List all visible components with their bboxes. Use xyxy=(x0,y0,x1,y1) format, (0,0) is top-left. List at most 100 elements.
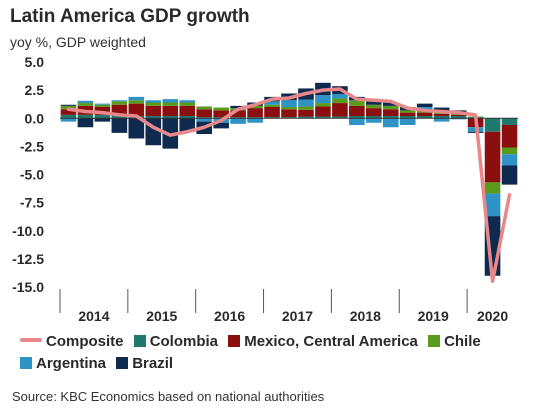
bar-argentina xyxy=(366,118,382,123)
bar-chile xyxy=(315,103,331,107)
legend-label-colombia: Colombia xyxy=(149,333,219,350)
legend-swatch-colombia xyxy=(133,335,146,347)
bar-brazil xyxy=(94,118,111,122)
bar-colombia xyxy=(501,118,518,125)
bar-chile xyxy=(484,182,501,194)
bar-argentina xyxy=(196,118,212,122)
legend-label-composite: Composite xyxy=(46,333,124,350)
bar-mexico xyxy=(433,113,450,116)
source-note: Source: KBC Economics based on national … xyxy=(12,389,325,404)
bar-brazil xyxy=(501,165,518,185)
bar-mexico xyxy=(264,107,280,118)
bar-chile xyxy=(213,107,229,111)
bar-brazil xyxy=(467,131,484,133)
bar-argentina xyxy=(349,118,365,125)
bar-colombia xyxy=(332,116,348,119)
bar-argentina xyxy=(77,100,94,104)
y-tick-label: -5.0 xyxy=(20,167,44,183)
bar-brazil xyxy=(128,118,145,139)
bar-chile xyxy=(77,103,94,106)
bar-colombia xyxy=(264,117,280,119)
bar-argentina xyxy=(315,95,331,104)
composite-line xyxy=(66,87,512,284)
legend-item-colombia: Colombia xyxy=(133,331,219,353)
chart-title: Latin America GDP growth xyxy=(10,6,250,27)
bar-argentina xyxy=(450,118,467,120)
legend-swatch-argentina xyxy=(20,357,32,369)
legend-item-argentina: Argentina xyxy=(20,353,106,375)
x-year-label: 2018 xyxy=(350,308,381,324)
bar-mexico xyxy=(128,103,145,117)
legend-label-chile: Chile xyxy=(444,333,481,350)
bar-colombia xyxy=(213,117,229,119)
bar-brazil xyxy=(60,104,77,106)
bar-argentina xyxy=(281,100,297,107)
bar-brazil xyxy=(416,103,433,108)
bar-chile xyxy=(399,110,416,113)
x-year-label: 2019 xyxy=(418,308,449,324)
bar-chile xyxy=(501,147,518,155)
x-year-label: 2014 xyxy=(78,308,109,324)
bar-colombia xyxy=(298,116,314,119)
bar-argentina xyxy=(111,100,128,102)
bar-mexico xyxy=(60,109,77,115)
bar-brazil xyxy=(230,105,246,109)
bar-chile xyxy=(111,101,128,105)
bar-chile xyxy=(145,102,162,106)
bar-colombia xyxy=(230,117,246,119)
bar-argentina xyxy=(399,118,416,125)
bar-colombia xyxy=(416,116,433,119)
bar-brazil xyxy=(382,102,399,106)
bar-colombia xyxy=(145,116,162,119)
bar-argentina xyxy=(433,118,450,122)
bar-mexico xyxy=(501,125,518,148)
bar-colombia xyxy=(349,116,365,119)
y-tick-label: -10.0 xyxy=(12,223,44,239)
bar-mexico xyxy=(179,105,196,117)
bar-argentina xyxy=(145,100,162,103)
bar-argentina xyxy=(332,94,348,99)
bar-mexico xyxy=(162,105,179,117)
bar-argentina xyxy=(501,154,518,166)
x-year-label: 2017 xyxy=(282,308,313,324)
legend-item-mexico: Mexico, Central America xyxy=(228,331,418,353)
bar-mexico xyxy=(281,109,297,118)
y-tick-label: 5.0 xyxy=(25,54,45,70)
bar-colombia xyxy=(484,118,501,132)
legend-swatch-mexico xyxy=(228,335,241,347)
bar-argentina xyxy=(484,193,501,217)
bar-argentina xyxy=(298,99,314,107)
bar-colombia xyxy=(162,116,179,119)
y-tick-label: 0.0 xyxy=(25,110,45,126)
bar-argentina xyxy=(264,101,280,105)
bar-mexico xyxy=(298,109,314,117)
legend-swatch-composite xyxy=(20,338,42,342)
bar-colombia xyxy=(281,117,297,119)
chart-subtitle: yoy %, GDP weighted xyxy=(10,34,146,50)
bar-mexico xyxy=(332,103,348,117)
bar-argentina xyxy=(179,100,196,103)
bar-chile xyxy=(247,105,263,109)
legend-row-1: Composite Colombia Mexico, Central Ameri… xyxy=(20,331,530,353)
bar-chile xyxy=(382,105,399,110)
bar-chile xyxy=(281,107,297,110)
x-year-label: 2016 xyxy=(214,308,245,324)
bar-chile xyxy=(264,104,280,107)
bar-argentina xyxy=(94,103,111,105)
bar-chile xyxy=(162,102,179,106)
legend-label-brazil: Brazil xyxy=(132,355,174,372)
x-year-label: 2015 xyxy=(146,308,177,324)
bar-brazil xyxy=(433,107,450,111)
y-tick-label: 2.5 xyxy=(25,82,45,98)
bar-colombia xyxy=(179,116,196,119)
legend-swatch-brazil xyxy=(116,357,129,369)
bar-mexico xyxy=(366,108,382,117)
bar-brazil xyxy=(111,118,128,133)
bar-colombia xyxy=(94,114,111,119)
legend-label-argentina: Argentina xyxy=(36,355,107,372)
bar-colombia xyxy=(111,116,128,119)
legend-item-brazil: Brazil xyxy=(116,353,173,375)
bar-mexico xyxy=(450,114,467,117)
bar-chile xyxy=(179,102,196,106)
bar-mexico xyxy=(484,131,501,183)
